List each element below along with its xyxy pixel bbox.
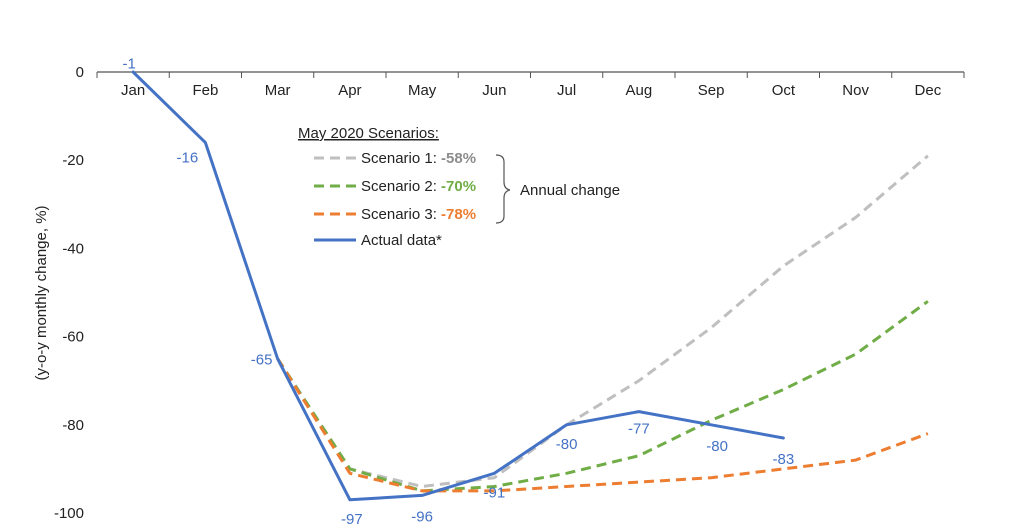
data-label: -91 [484, 484, 506, 501]
x-tick-label: Mar [265, 82, 291, 99]
y-tick-label: 0 [76, 64, 84, 81]
x-tick-label: Apr [338, 82, 361, 99]
series-line-scenario-3 [276, 357, 929, 493]
legend-annual-change: -70% [441, 178, 476, 195]
y-tick-label: -40 [62, 240, 84, 257]
series-line-scenario-1 [276, 154, 929, 488]
y-tick-label: -80 [62, 417, 84, 434]
data-label: -83 [773, 451, 795, 468]
x-tick-label: Oct [772, 82, 796, 99]
x-tick-label: Feb [192, 82, 218, 99]
x-tick-label: Jul [557, 82, 576, 99]
data-label: -16 [177, 150, 199, 167]
y-tick-label: -60 [62, 329, 84, 346]
legend-annual-change: -58% [441, 150, 476, 167]
series-line-actual-data [131, 70, 785, 502]
y-tick-label: -100 [54, 505, 84, 522]
legend-label: Scenario 3: -78% [361, 206, 476, 223]
legend-bracket-label: Annual change [520, 182, 620, 199]
data-label: -80 [556, 436, 578, 453]
data-label: -97 [341, 511, 363, 525]
data-label: -96 [411, 508, 433, 525]
legend-annual-change: -78% [441, 206, 476, 223]
x-tick-label: Jun [482, 82, 506, 99]
x-tick-label: Aug [626, 82, 653, 99]
x-tick-label: Jan [121, 82, 145, 99]
y-axis-title: (y-o-y monthly change, %) [33, 205, 50, 380]
x-tick-label: Sep [698, 82, 725, 99]
data-label: -65 [251, 352, 273, 369]
legend-label: Scenario 2: -70% [361, 178, 476, 195]
y-tick-label: -20 [62, 152, 84, 169]
data-label: -80 [706, 438, 728, 455]
x-tick-label: Nov [842, 82, 869, 99]
legend-label: Scenario 1: -58% [361, 150, 476, 167]
x-tick-label: May [408, 82, 437, 99]
legend-bracket [495, 154, 511, 224]
x-tick-label: Dec [915, 82, 942, 99]
data-label: -77 [628, 421, 650, 438]
legend-title: May 2020 Scenarios: [298, 125, 439, 142]
data-label: -1 [122, 55, 135, 72]
legend-label: Actual data* [361, 232, 442, 249]
plot-area: 0 -20 -40 -60 -80 -100 Jan Feb Mar Apr May Jun Jul Au… [54, 55, 965, 525]
series-line-scenario-2 [276, 300, 929, 493]
